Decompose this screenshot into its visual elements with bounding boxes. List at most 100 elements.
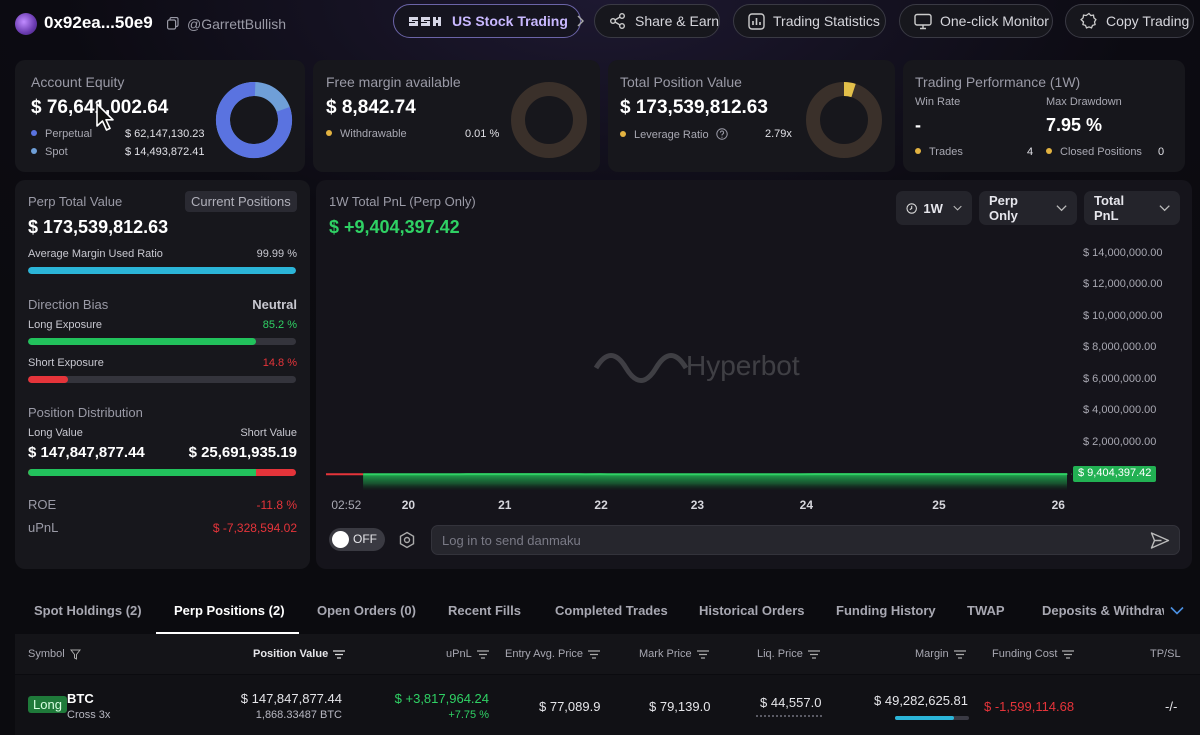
liq-price-cell[interactable]: $ 44,557.0 bbox=[760, 695, 822, 710]
y-tick-label: $ 8,000,000.00 bbox=[1083, 341, 1157, 354]
margin-bar bbox=[895, 716, 969, 720]
current-positions-badge[interactable]: Current Positions bbox=[185, 191, 297, 212]
bottom-tabs: Spot Holdings (2) Perp Positions (2) Ope… bbox=[15, 590, 1200, 634]
range-value: 1W bbox=[923, 200, 943, 216]
pnl-area-fill bbox=[363, 474, 1068, 490]
margin-mode: Cross 3x bbox=[67, 709, 111, 721]
settings-icon[interactable] bbox=[398, 531, 416, 549]
tab-spot-holdings[interactable]: Spot Holdings (2) bbox=[34, 603, 142, 618]
header-funding-cost[interactable]: Funding Cost bbox=[992, 648, 1075, 660]
x-tick-label: 20 bbox=[401, 498, 416, 512]
tab-open-orders[interactable]: Open Orders (0) bbox=[317, 603, 416, 618]
wallet-avatar bbox=[15, 13, 37, 35]
x-tick-label: 22 bbox=[594, 498, 608, 512]
header-symbol[interactable]: Symbol bbox=[28, 648, 81, 660]
tabs-expand-chevron-icon[interactable] bbox=[1170, 606, 1184, 615]
us-stock-label: US Stock Trading bbox=[452, 13, 568, 29]
mark-price-cell: $ 79,139.0 bbox=[649, 699, 711, 714]
metric-value: Total PnL bbox=[1094, 193, 1125, 223]
closed-positions-dot bbox=[1046, 148, 1052, 154]
perp-total-value: $ 173,539,812.63 bbox=[28, 217, 169, 237]
header-position-value-label: Position Value bbox=[253, 648, 329, 660]
stock-logo-icon bbox=[409, 17, 441, 26]
x-tick-label: 25 bbox=[932, 498, 946, 512]
send-icon[interactable] bbox=[1150, 531, 1170, 550]
range-dropdown[interactable]: 1W bbox=[896, 191, 972, 225]
header-upnl[interactable]: uPnL bbox=[446, 648, 489, 660]
header-position-value[interactable]: Position Value bbox=[253, 648, 346, 660]
positions-table-header: Symbol Position Value uPnL Entry Avg. Pr… bbox=[15, 634, 1200, 674]
share-earn-button[interactable]: Share & Earn bbox=[594, 4, 720, 38]
short-exposure-fill bbox=[28, 376, 68, 383]
tab-historical-orders[interactable]: Historical Orders bbox=[699, 603, 805, 618]
copy-icon[interactable] bbox=[167, 17, 179, 30]
margin-bar-fill bbox=[895, 716, 955, 720]
header-liq-price[interactable]: Liq. Price bbox=[757, 648, 820, 660]
trades-value: 4 bbox=[1027, 146, 1034, 158]
roe-value: -11.8 % bbox=[256, 498, 297, 512]
closed-positions-label: Closed Positions bbox=[1060, 146, 1142, 158]
long-value-label: Long Value bbox=[28, 427, 83, 439]
username: @GarrettBullish bbox=[187, 16, 287, 32]
scope-dropdown[interactable]: Perp Only bbox=[979, 191, 1077, 225]
spot-label: Spot bbox=[45, 146, 68, 158]
chart-watermark: Hyperbot bbox=[593, 350, 800, 383]
position-value-title: Total Position Value bbox=[620, 74, 742, 90]
withdrawable-value: 0.01 % bbox=[465, 128, 500, 140]
tab-funding-history[interactable]: Funding History bbox=[836, 603, 936, 618]
perp-panel: Perp Total Value Current Positions $ 173… bbox=[15, 180, 310, 569]
funding-cost-cell: $ -1,599,114.68 bbox=[984, 699, 1075, 714]
sort-icon bbox=[333, 649, 346, 659]
leverage-value: 2.79x bbox=[765, 128, 792, 140]
tpsl-cell[interactable]: -/- bbox=[1165, 699, 1178, 714]
one-click-monitor-button[interactable]: One-click Monitor bbox=[899, 4, 1053, 38]
header-entry-price[interactable]: Entry Avg. Price bbox=[505, 648, 601, 660]
distribution-bar bbox=[28, 469, 296, 476]
withdrawable-legend: Withdrawable bbox=[326, 128, 407, 140]
long-value: $ 147,847,877.44 bbox=[28, 444, 145, 461]
help-icon[interactable] bbox=[715, 128, 728, 140]
liq-price-underline bbox=[756, 715, 822, 717]
spot-dot bbox=[31, 148, 37, 154]
perpetual-dot bbox=[31, 130, 37, 136]
copy-trading-button[interactable]: Copy Trading bbox=[1065, 4, 1194, 38]
header-margin[interactable]: Margin bbox=[915, 648, 966, 660]
danmaku-input[interactable]: Log in to send danmaku bbox=[431, 525, 1180, 555]
long-exposure-label: Long Exposure bbox=[28, 319, 102, 331]
danmaku-placeholder: Log in to send danmaku bbox=[442, 533, 581, 548]
tab-completed-trades[interactable]: Completed Trades bbox=[555, 603, 668, 618]
margin-ratio-label: Average Margin Used Ratio bbox=[28, 248, 163, 260]
symbol-name[interactable]: BTC bbox=[67, 691, 94, 706]
account-equity-card: Account Equity $ 76,641,002.64 Perpetual… bbox=[15, 60, 305, 172]
withdrawable-label: Withdrawable bbox=[340, 128, 407, 140]
header-mark-price[interactable]: Mark Price bbox=[639, 648, 709, 660]
x-tick-label: 21 bbox=[498, 498, 512, 512]
performance-title: Trading Performance (1W) bbox=[915, 74, 1081, 90]
table-row[interactable]: Long BTC Cross 3x $ 147,847,877.44 1,868… bbox=[15, 675, 1200, 735]
max-drawdown-value: 7.95 % bbox=[1046, 115, 1103, 135]
position-value-amount: $ 173,539,812.63 bbox=[620, 97, 768, 118]
mouse-cursor-icon bbox=[96, 103, 114, 131]
filter-icon bbox=[69, 649, 81, 660]
upnl-value: $ -7,328,594.02 bbox=[212, 521, 297, 535]
position-donut bbox=[806, 82, 882, 158]
sort-icon bbox=[696, 649, 709, 659]
us-stock-trading-button[interactable]: US Stock Trading bbox=[393, 4, 584, 38]
scope-value: Perp Only bbox=[989, 193, 1018, 223]
tab-perp-positions[interactable]: Perp Positions (2) bbox=[174, 603, 285, 618]
tab-deposits-withdrawals[interactable]: Deposits & Withdraw bbox=[1042, 603, 1164, 618]
header-tpsl-label: TP/SL bbox=[1150, 648, 1181, 660]
upnl-percent-cell: +7.75 % bbox=[448, 709, 489, 721]
margin-ratio-bar bbox=[28, 267, 296, 274]
trading-statistics-button[interactable]: Trading Statistics bbox=[733, 4, 886, 38]
x-tick-label: 24 bbox=[799, 498, 813, 512]
danmaku-toggle[interactable]: OFF bbox=[329, 528, 385, 551]
short-value-label: Short Value bbox=[240, 427, 297, 439]
header-entry-price-label: Entry Avg. Price bbox=[505, 648, 584, 660]
y-tick-label: $ 14,000,000.00 bbox=[1083, 246, 1163, 259]
tab-twap[interactable]: TWAP bbox=[967, 603, 1005, 618]
metric-dropdown[interactable]: Total PnL bbox=[1084, 191, 1180, 225]
tab-recent-fills[interactable]: Recent Fills bbox=[448, 603, 521, 618]
statistics-icon bbox=[748, 12, 765, 30]
short-exposure-value: 14.8 % bbox=[262, 357, 297, 369]
